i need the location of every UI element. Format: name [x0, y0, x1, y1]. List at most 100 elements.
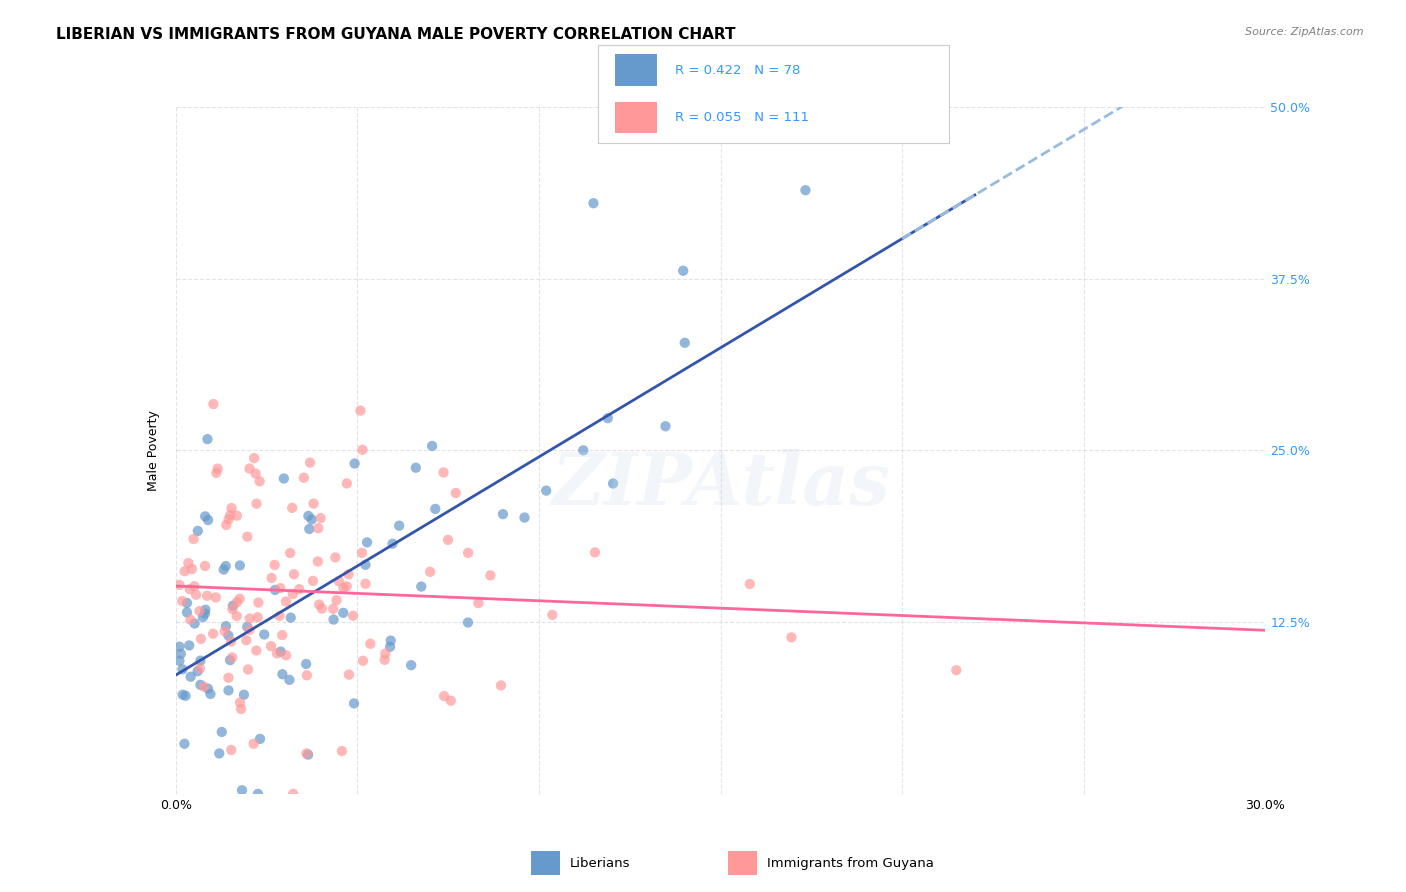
Bar	[531, 851, 560, 875]
Point	[212, 563, 235, 577]
Point	[187, 524, 209, 538]
Point	[176, 596, 198, 610]
Point	[222, 599, 245, 613]
Point	[174, 689, 197, 703]
Point	[945, 663, 967, 677]
Point	[301, 512, 323, 526]
Point	[534, 483, 557, 498]
Point	[738, 577, 761, 591]
Point	[190, 654, 212, 668]
Point	[219, 653, 242, 667]
Point	[479, 568, 502, 582]
Point	[211, 725, 233, 739]
Point	[283, 787, 305, 801]
Point	[242, 737, 264, 751]
Point	[388, 518, 411, 533]
Point	[179, 613, 201, 627]
Point	[187, 665, 209, 679]
Point	[489, 678, 512, 692]
Point	[208, 747, 231, 761]
Point	[302, 574, 325, 588]
Point	[229, 702, 252, 716]
Point	[354, 576, 377, 591]
Point	[467, 596, 489, 610]
Point	[437, 533, 460, 547]
Point	[278, 546, 301, 560]
Point	[225, 508, 247, 523]
Point	[309, 511, 332, 525]
Bar	[616, 102, 658, 133]
Point	[238, 623, 260, 637]
Text: Liberians: Liberians	[571, 856, 631, 870]
Point	[281, 500, 304, 515]
Bar	[728, 851, 756, 875]
Point	[322, 602, 344, 616]
Point	[173, 737, 195, 751]
Text: R = 0.055   N = 111: R = 0.055 N = 111	[675, 111, 808, 124]
Point	[207, 461, 229, 475]
Point	[288, 582, 311, 597]
Point	[513, 510, 536, 524]
Point	[343, 697, 366, 711]
Point	[273, 471, 295, 485]
Point	[419, 565, 441, 579]
Point	[295, 657, 318, 671]
Point	[298, 522, 321, 536]
Point	[194, 558, 217, 573]
Point	[374, 653, 396, 667]
Point	[179, 639, 201, 653]
Point	[270, 645, 292, 659]
Point	[295, 668, 318, 682]
Point	[229, 558, 252, 573]
Point	[298, 456, 321, 470]
Point	[343, 457, 366, 471]
Point	[169, 654, 191, 668]
Point	[205, 466, 228, 480]
Point	[183, 616, 205, 631]
Point	[297, 747, 319, 762]
Point	[283, 567, 305, 582]
Point	[190, 678, 212, 692]
Point	[217, 671, 239, 685]
Point	[245, 497, 267, 511]
Point	[322, 613, 344, 627]
Point	[204, 591, 226, 605]
Point	[243, 451, 266, 466]
Point	[359, 637, 381, 651]
Point	[654, 419, 676, 434]
Y-axis label: Male Poverty: Male Poverty	[146, 410, 160, 491]
Point	[260, 571, 283, 585]
Point	[236, 663, 259, 677]
Point	[352, 654, 374, 668]
Point	[214, 624, 236, 639]
Point	[229, 696, 252, 710]
Point	[219, 634, 242, 648]
Point	[231, 783, 253, 797]
Point	[239, 611, 262, 625]
Point	[221, 602, 243, 616]
Point	[169, 578, 191, 592]
Point	[266, 646, 288, 660]
Point	[673, 335, 696, 350]
Point	[271, 628, 294, 642]
Point	[349, 403, 371, 417]
Point	[179, 582, 201, 596]
Point	[253, 627, 276, 641]
Point	[582, 196, 605, 211]
Point	[218, 512, 240, 526]
Point	[350, 546, 373, 560]
Point	[780, 631, 803, 645]
Point	[263, 558, 285, 572]
Bar	[616, 54, 658, 86]
Point	[583, 545, 606, 559]
Point	[200, 687, 222, 701]
Point	[311, 601, 333, 615]
Point	[245, 467, 267, 481]
Point	[281, 587, 304, 601]
Point	[184, 588, 207, 602]
Point	[336, 476, 359, 491]
Point	[177, 556, 200, 570]
Point	[672, 264, 695, 278]
Point	[328, 574, 350, 589]
Point	[307, 521, 329, 535]
